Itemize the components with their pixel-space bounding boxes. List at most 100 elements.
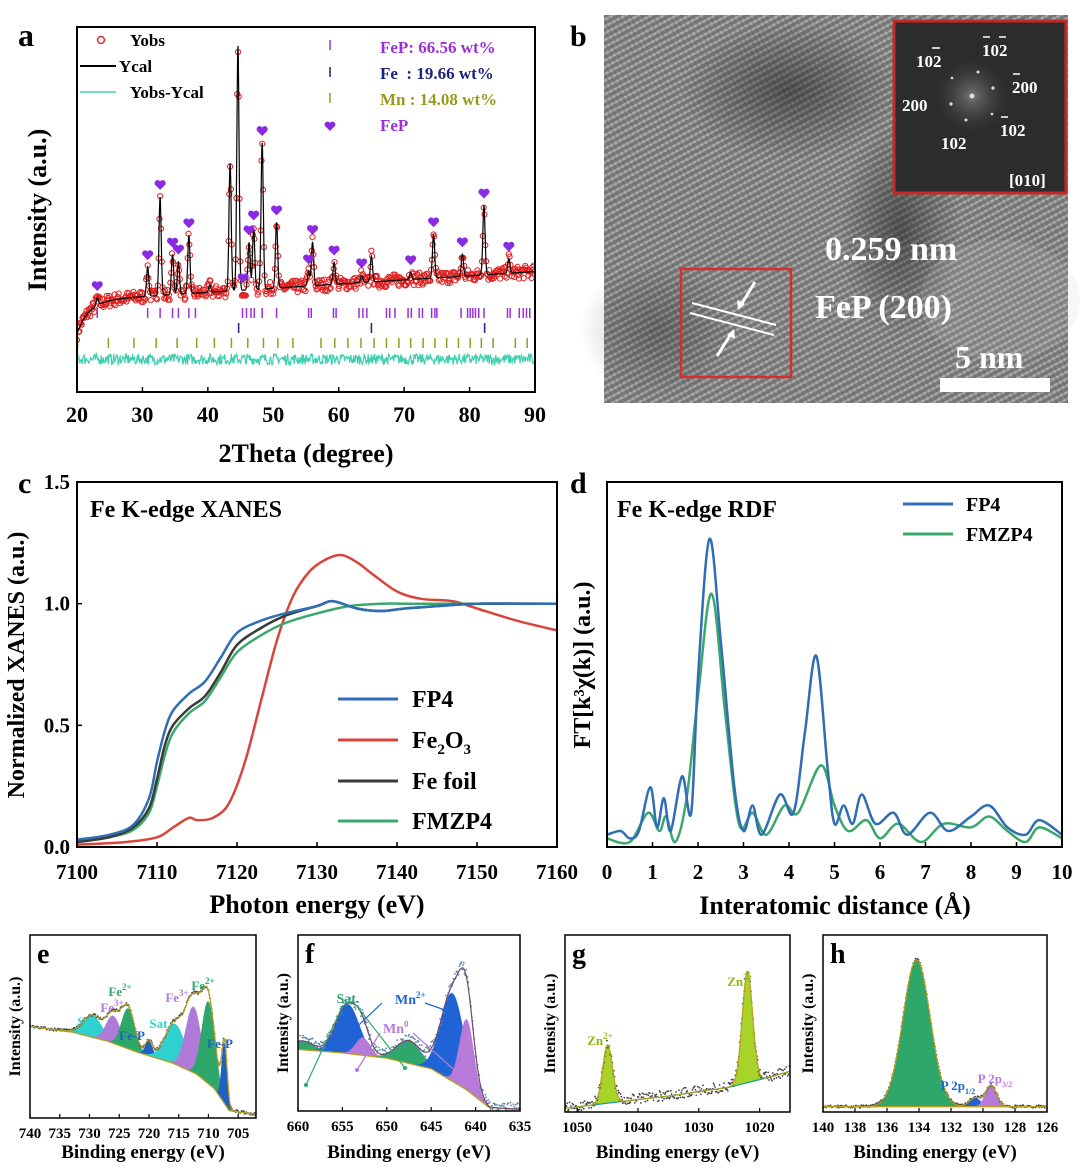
yobs-point bbox=[152, 289, 159, 296]
data-point bbox=[491, 1104, 493, 1107]
data-point bbox=[513, 1105, 515, 1108]
x-tick-label: 2 bbox=[693, 860, 704, 884]
data-point bbox=[627, 1097, 630, 1100]
data-point bbox=[421, 1054, 424, 1056]
y-tick-label: 1.0 bbox=[44, 592, 70, 616]
legend-right: FeP: 66.56 wt% Fe : 19.66 wt% Mn : 14.08… bbox=[324, 38, 497, 135]
data-point bbox=[625, 1103, 628, 1105]
fep-heart-marker bbox=[456, 237, 468, 248]
data-point bbox=[455, 970, 458, 973]
panel-a-xrd: a 20 30 40 50 60 70 80 90 2Theta (degree) Inten… bbox=[18, 17, 546, 468]
x-tick-label: 7 bbox=[920, 860, 931, 884]
yobs-point bbox=[242, 292, 249, 299]
yobs-point bbox=[123, 298, 130, 305]
data-point bbox=[770, 1078, 773, 1080]
panel-label-b: b bbox=[570, 20, 587, 53]
panel-b-tem: b 102 102 200 200 102 bbox=[570, 15, 1080, 403]
data-point bbox=[765, 1075, 768, 1078]
yobs-point bbox=[327, 285, 334, 292]
data-point bbox=[594, 1097, 597, 1099]
peak-label: Fe3+ bbox=[165, 988, 188, 1005]
data-point bbox=[392, 1045, 395, 1048]
arrow-icon bbox=[737, 300, 745, 310]
data-point bbox=[439, 1017, 441, 1020]
fep-heart-marker bbox=[154, 180, 166, 190]
data-point bbox=[431, 1040, 434, 1042]
y-tick-label: 0.5 bbox=[44, 713, 70, 737]
data-point bbox=[460, 961, 463, 963]
yobs-point bbox=[270, 290, 277, 297]
data-point bbox=[663, 1093, 666, 1095]
data-point bbox=[414, 1041, 417, 1043]
data-point bbox=[448, 985, 450, 988]
data-point bbox=[240, 1110, 243, 1112]
fep-heart-marker bbox=[166, 237, 179, 248]
x-tick-label: 3 bbox=[738, 860, 749, 884]
data-point bbox=[300, 1043, 303, 1046]
data-point bbox=[418, 1044, 421, 1046]
data-point bbox=[583, 1100, 586, 1102]
d-spacing-label: 0.259 nm bbox=[825, 231, 957, 268]
x-tick-label: 655 bbox=[331, 1119, 354, 1135]
fft-spot-label: 102 bbox=[916, 52, 942, 71]
data-point bbox=[419, 1051, 422, 1054]
data-point bbox=[350, 1003, 353, 1005]
yobs-point bbox=[87, 313, 94, 320]
data-point bbox=[492, 1102, 495, 1105]
legend-label: FeP bbox=[380, 116, 408, 135]
data-point bbox=[780, 1068, 782, 1071]
data-point bbox=[360, 1015, 362, 1018]
legend-label: Mn : 14.08 wt% bbox=[380, 90, 497, 109]
data-point bbox=[445, 994, 447, 997]
data-point bbox=[618, 1091, 620, 1094]
fft-inset: 102 102 200 200 102 102 [010] bbox=[892, 19, 1068, 195]
panel-label-a: a bbox=[18, 17, 34, 53]
x-tick-label: 705 bbox=[227, 1126, 250, 1142]
data-point bbox=[409, 1036, 412, 1038]
x-tick-label: 90 bbox=[524, 402, 546, 427]
data-point bbox=[723, 1082, 725, 1085]
data-point bbox=[348, 997, 350, 999]
legend-label: FeP: 66.56 wt% bbox=[380, 38, 496, 57]
scale-bar bbox=[940, 378, 1050, 392]
yobs-point bbox=[154, 296, 161, 303]
background-line bbox=[30, 1025, 256, 1115]
data-point bbox=[305, 1036, 307, 1039]
series-line-fe2o3 bbox=[77, 553, 557, 846]
data-point bbox=[381, 1048, 384, 1051]
data-point bbox=[340, 1005, 342, 1008]
arrow-head-icon bbox=[355, 1068, 359, 1072]
y-axis-title: Intensity (a.u.) bbox=[800, 973, 817, 1073]
series-line-fmzp4 bbox=[77, 602, 557, 844]
yobs-point bbox=[439, 278, 446, 285]
data-point bbox=[684, 1086, 686, 1089]
data-point bbox=[670, 1093, 673, 1095]
data-point bbox=[773, 1077, 776, 1080]
panel-label-c: c bbox=[18, 467, 31, 500]
legend-label: Fe foil bbox=[412, 769, 477, 795]
yobs-point bbox=[81, 314, 88, 321]
data-point bbox=[323, 1047, 326, 1049]
fft-spot-label: 200 bbox=[1012, 78, 1038, 97]
data-point bbox=[689, 1094, 692, 1097]
yobs-point bbox=[166, 296, 173, 303]
chart-title: Fe K-edge XANES bbox=[90, 497, 282, 523]
x-axis-title: Binding energy (eV) bbox=[61, 1142, 225, 1163]
x-tick-label: 80 bbox=[459, 402, 481, 427]
x-tick-label: 132 bbox=[940, 1120, 963, 1136]
data-point bbox=[365, 1021, 367, 1024]
fft-spot-label: 200 bbox=[902, 96, 928, 115]
data-point bbox=[666, 1096, 669, 1099]
zone-axis-label: [010] bbox=[1009, 171, 1046, 190]
fep-heart-marker bbox=[503, 241, 515, 252]
data-point bbox=[713, 1084, 716, 1086]
data-point bbox=[784, 1073, 787, 1075]
data-point bbox=[299, 1034, 302, 1037]
x-tick-label: 720 bbox=[138, 1126, 161, 1142]
yobs-point bbox=[255, 289, 262, 296]
data-point bbox=[777, 1069, 779, 1071]
x-axis-title: 2Theta (degree) bbox=[219, 439, 394, 468]
data-point bbox=[582, 1107, 585, 1110]
data-point bbox=[377, 1046, 380, 1049]
data-point bbox=[778, 1067, 781, 1070]
